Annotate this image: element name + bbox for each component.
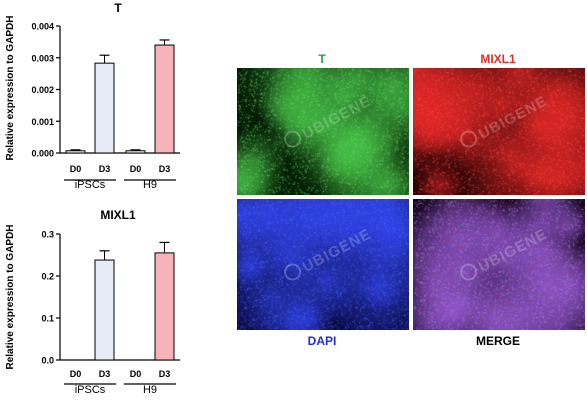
x-tick-label-mixl1-0: D0: [70, 369, 82, 379]
red-fluorescence-canvas: [413, 68, 585, 195]
bar-charts-area: T Relative expression to GAPDH 0.000 0.001 0…: [0, 0, 225, 401]
y-tick-label-t: 0.002: [31, 85, 54, 95]
blue-fluorescence-canvas: [237, 199, 409, 330]
green-fluorescence-canvas: [237, 68, 409, 195]
group-label-mixl1-0: iPSCs: [75, 384, 106, 396]
image-label-merge: MERGE: [475, 334, 520, 348]
chart-title-mixl1: MIXL1: [100, 208, 136, 222]
x-tick-label-mixl1-3: D3: [159, 369, 171, 379]
y-axis-label-t: Relative expression to GAPDH: [5, 15, 16, 160]
y-tick-label-t: 0.003: [31, 53, 54, 63]
image-t-green: UBIGENE: [237, 68, 409, 195]
image-mixl1-red: UBIGENE: [413, 68, 585, 195]
bar-t-0: [65, 150, 86, 154]
y-tick-label-t: 0.004: [31, 22, 54, 32]
x-tick-label-t-3: D3: [159, 164, 171, 174]
bar-charts-svg: T Relative expression to GAPDH 0.000 0.001 0…: [5, 1, 180, 396]
image-merge: UBIGENE: [413, 199, 585, 330]
image-label-dapi: DAPI: [307, 334, 337, 348]
y-tick-label-mixl1: 0.1: [41, 314, 54, 324]
bar-t-1: [94, 62, 115, 154]
chart-title-t: T: [114, 1, 122, 15]
group-label-t-0: iPSCs: [75, 179, 106, 191]
x-tick-label-t-0: D0: [70, 164, 82, 174]
y-tick-label-mixl1: 0.3: [41, 230, 54, 240]
y-axis-label-mixl1: Relative expression to GAPDH: [5, 224, 16, 369]
image-label-t: T: [318, 52, 326, 66]
y-tick-label-t: 0.000: [31, 149, 54, 159]
x-tick-label-mixl1-1: D3: [99, 369, 111, 379]
y-tick-label-t: 0.001: [31, 117, 54, 127]
bar-mixl1-3: [154, 252, 175, 361]
bar-t-2: [125, 150, 146, 154]
group-label-t-1: H9: [143, 179, 157, 191]
y-tick-label-mixl1: 0.2: [41, 272, 54, 282]
x-tick-label-t-1: D3: [99, 164, 111, 174]
bar-t-3: [154, 44, 175, 154]
image-label-mixl1: MIXL1: [480, 52, 516, 66]
x-tick-label-t-2: D0: [130, 164, 142, 174]
x-tick-label-mixl1-2: D0: [130, 369, 142, 379]
merge-fluorescence-canvas: [413, 199, 585, 330]
group-label-mixl1-1: H9: [143, 384, 157, 396]
bar-mixl1-1: [94, 259, 115, 361]
image-dapi-blue: UBIGENE: [237, 199, 409, 330]
y-tick-label-mixl1: 0.0: [41, 356, 54, 366]
